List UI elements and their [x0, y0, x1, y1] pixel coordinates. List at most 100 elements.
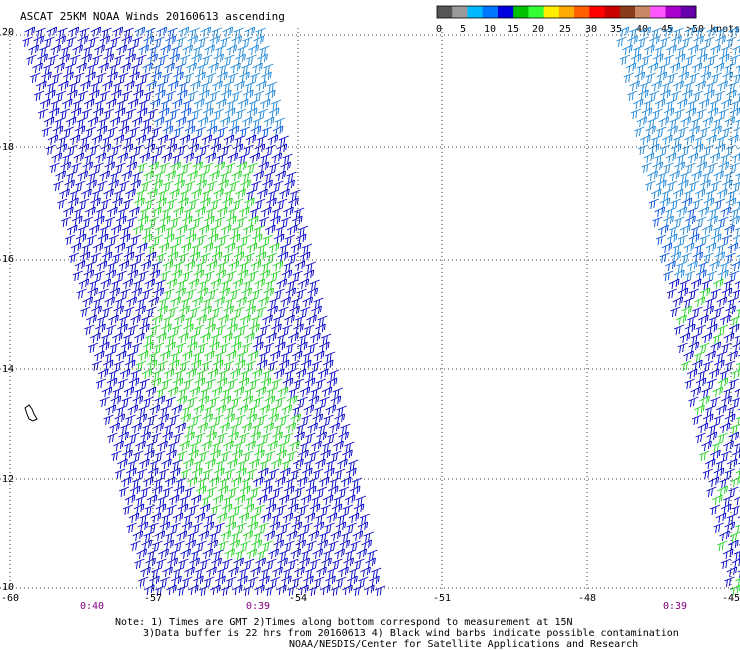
wind-barb: [724, 171, 735, 183]
wind-barb: [225, 350, 237, 362]
wind-barb: [725, 144, 737, 156]
wind-barb: [132, 530, 144, 542]
wind-barb: [181, 162, 192, 174]
wind-barb: [158, 242, 170, 254]
wind-barb: [271, 458, 282, 470]
wind-barb: [96, 260, 108, 272]
wind-barb: [719, 422, 731, 434]
wind-barb: [222, 197, 233, 209]
wind-barb: [734, 281, 740, 290]
wind-barb: [651, 80, 662, 92]
wind-barb: [685, 270, 696, 282]
wind-barb: [268, 468, 280, 480]
wind-barb: [715, 35, 726, 47]
wind-barb: [322, 441, 333, 453]
wind-barb: [702, 224, 713, 236]
wind-barb: [114, 54, 125, 66]
wind-barb: [230, 341, 242, 353]
wind-barb: [715, 90, 726, 102]
wind-barb: [326, 377, 338, 389]
wind-barb: [262, 234, 274, 246]
wind-barb: [699, 287, 711, 299]
wind-barb: [173, 206, 184, 218]
wind-barb: [351, 477, 363, 489]
wind-barb: [305, 485, 317, 497]
wind-barb: [136, 548, 147, 560]
wind-barb: [714, 198, 725, 210]
wind-barb: [79, 27, 90, 39]
wind-barb: [312, 468, 324, 480]
wind-barb: [246, 548, 257, 560]
wind-barb: [375, 585, 386, 597]
wind-barb: [286, 395, 298, 407]
wind-barb: [224, 107, 236, 119]
wind-barb: [641, 54, 653, 66]
wind-barb: [189, 198, 200, 210]
wind-barb: [127, 404, 139, 416]
wind-barb: [365, 557, 376, 569]
colorbar-label: 35: [610, 24, 622, 35]
wind-barb: [293, 378, 305, 390]
wind-barb: [205, 152, 217, 164]
wind-barb: [197, 116, 209, 128]
wind-barb: [336, 576, 347, 588]
wind-barb: [110, 395, 122, 407]
wind-barb: [286, 530, 298, 542]
wind-barb: [274, 117, 286, 129]
wind-barb: [129, 71, 140, 83]
wind-barb: [650, 188, 662, 200]
wind-barb: [720, 98, 732, 110]
wind-barb: [215, 575, 226, 587]
lon-label: -51: [433, 593, 451, 604]
wind-barb: [245, 495, 257, 507]
wind-barb: [724, 413, 736, 425]
colorbar-swatch: [513, 6, 529, 18]
wind-barb: [662, 26, 674, 38]
wind-barb: [117, 323, 128, 335]
wind-barb: [690, 278, 702, 290]
wind-barb: [259, 404, 271, 416]
wind-barb: [235, 188, 246, 200]
wind-barb: [254, 143, 266, 155]
wind-barb: [122, 504, 134, 516]
wind-barb: [101, 251, 113, 263]
wind-barb: [733, 127, 740, 137]
wind-barb: [113, 440, 124, 452]
wind-barb: [182, 44, 193, 56]
wind-barb: [187, 90, 199, 102]
wind-barb: [735, 578, 740, 587]
wind-barb: [231, 170, 242, 182]
wind-barb: [210, 278, 222, 290]
wind-barb: [278, 135, 289, 147]
wind-barb: [271, 323, 282, 335]
wind-barb: [175, 422, 186, 434]
wind-barb: [735, 416, 740, 426]
wind-barb: [204, 270, 215, 282]
wind-barb: [124, 80, 135, 92]
wind-barb: [234, 359, 246, 371]
wind-barb: [133, 279, 144, 291]
wind-barb: [80, 135, 91, 147]
wind-barb: [184, 431, 195, 443]
wind-barb: [237, 98, 249, 110]
wind-barb: [717, 27, 728, 39]
wind-barb: [300, 306, 311, 318]
wind-barb: [207, 368, 219, 380]
wind-barb: [340, 476, 352, 488]
wind-barb: [288, 332, 299, 344]
wind-barb: [724, 116, 736, 128]
wind-barb: [265, 450, 276, 462]
wind-barb: [157, 360, 169, 372]
wind-barb: [249, 378, 261, 390]
wind-barb: [288, 558, 299, 570]
wind-barb: [317, 368, 329, 380]
wind-barb: [659, 252, 670, 264]
wind-barb: [156, 252, 168, 264]
wind-barb: [309, 450, 320, 462]
wind-barb: [677, 287, 689, 299]
wind-barb: [299, 557, 310, 569]
wind-barb: [658, 116, 670, 128]
wind-barb: [303, 269, 315, 281]
wind-barb: [93, 350, 105, 362]
wind-barb: [226, 99, 238, 111]
